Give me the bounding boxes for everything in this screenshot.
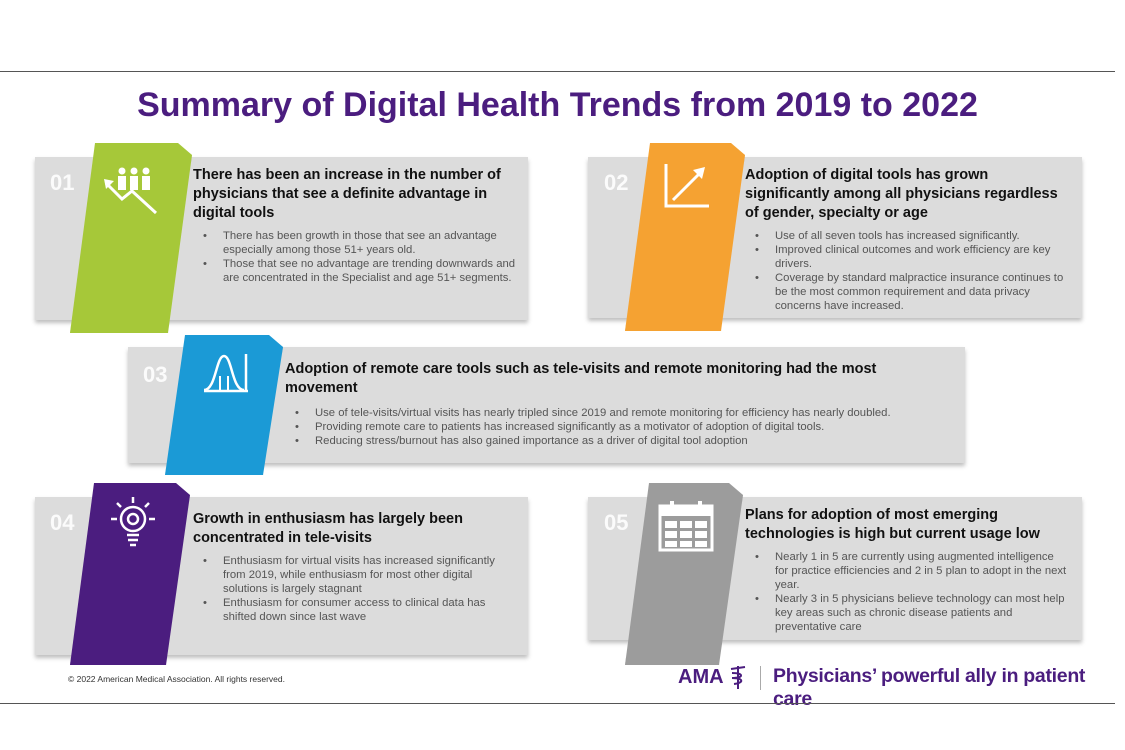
bullet: Reducing stress/burnout has also gained …	[295, 434, 945, 448]
panel-content: Growth in enthusiasm has largely been co…	[193, 510, 513, 624]
caduceus-icon	[730, 666, 746, 689]
copyright: © 2022 American Medical Association. All…	[68, 674, 285, 684]
bullet: Coverage by standard malpractice insuran…	[755, 271, 1065, 313]
bullet: Providing remote care to patients has in…	[295, 420, 945, 434]
panel-number: 03	[143, 362, 168, 387]
bullet: Nearly 1 in 5 are currently using augmen…	[755, 550, 1070, 592]
people-growth-arrow-icon	[104, 167, 158, 215]
panel-heading: Plans for adoption of most emerging tech…	[745, 507, 1040, 542]
calendar-icon	[658, 501, 714, 552]
ribbon-blue	[165, 335, 283, 475]
panel-content: Adoption of digital tools has grown sign…	[745, 166, 1065, 313]
page-title: Summary of Digital Health Trends from 20…	[137, 86, 978, 124]
tagline: Physicians’ powerful ally in patient car…	[773, 665, 1086, 710]
lightbulb-gear-icon	[111, 497, 155, 547]
panel-number: 01	[50, 170, 75, 195]
panel-content: Adoption of remote care tools such as te…	[285, 360, 945, 448]
panel-heading: Adoption of digital tools has grown sign…	[745, 167, 1058, 221]
bottom-divider	[0, 703, 1115, 704]
panel-number: 02	[604, 170, 629, 195]
bullet: Enthusiasm for consumer access to clinic…	[203, 596, 513, 624]
panel-heading: There has been an increase in the number…	[193, 167, 501, 221]
bullet: Use of all seven tools has increased sig…	[755, 229, 1065, 243]
chart-arrow-up-icon	[664, 164, 709, 208]
panel-content: There has been an increase in the number…	[193, 166, 523, 285]
panel-heading: Growth in enthusiasm has largely been co…	[193, 511, 463, 546]
panel-number: 04	[50, 510, 75, 535]
panel-number: 05	[604, 510, 629, 535]
bullet: Enthusiasm for virtual visits has increa…	[203, 554, 513, 596]
footer-separator	[760, 666, 761, 690]
ama-logo: AMA	[678, 666, 724, 688]
bullet: Use of tele-visits/virtual visits has ne…	[295, 406, 945, 420]
bullet: Nearly 3 in 5 physicians believe technol…	[755, 592, 1070, 634]
bell-curve-icon	[203, 354, 248, 393]
bullet: There has been growth in those that see …	[203, 229, 523, 257]
panel-content: Plans for adoption of most emerging tech…	[745, 506, 1070, 634]
panel-heading: Adoption of remote care tools such as te…	[285, 361, 877, 396]
bullet: Improved clinical outcomes and work effi…	[755, 243, 1065, 271]
top-divider	[0, 71, 1115, 72]
bullet: Those that see no advantage are trending…	[203, 257, 523, 285]
